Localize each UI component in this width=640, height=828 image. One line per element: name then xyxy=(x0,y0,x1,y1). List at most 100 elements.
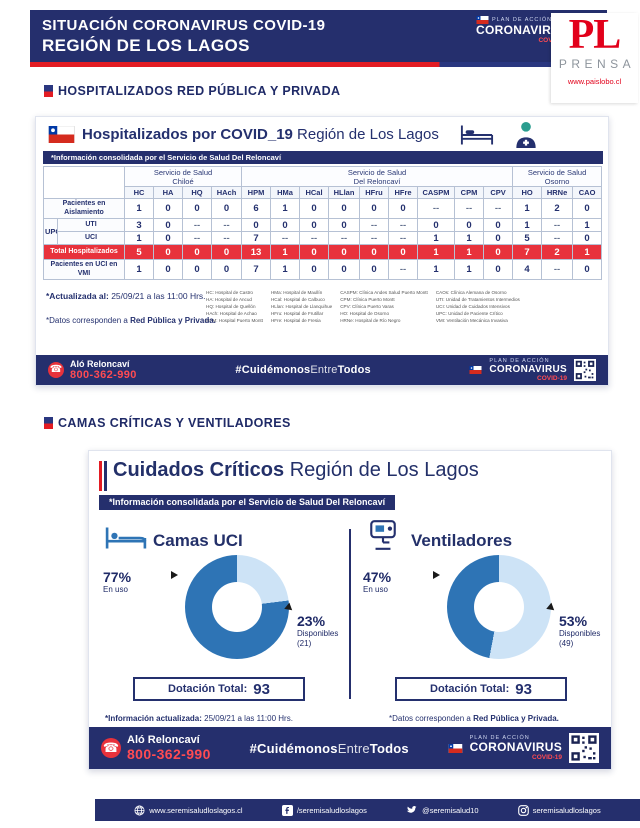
table-cell: 0 xyxy=(299,259,329,280)
table-cell: 0 xyxy=(270,218,300,232)
table-cell: 3 xyxy=(124,218,154,232)
chile-flag-icon xyxy=(48,126,75,143)
table-cell: 0 xyxy=(359,244,389,260)
card-title: Hospitalizados por COVID_19 Región de Lo… xyxy=(82,126,439,143)
table-cell: -- xyxy=(182,218,212,232)
globe-icon xyxy=(134,805,145,815)
section-flag-icon xyxy=(44,85,53,97)
twitter-icon xyxy=(407,806,418,813)
data-source-note: *Datos corresponden a Red Pública y Priv… xyxy=(46,316,216,325)
table-row: Total Hospitalizados 5 0 0 0 13 1 0 0 0 0 1 1 0 7 2 1 xyxy=(43,244,603,260)
plan-de-accion-logo: PLAN DE ACCIÓN CORONAVIRUS COVID-19 xyxy=(448,733,599,763)
accent-bar-red xyxy=(99,461,102,491)
facebook-link[interactable]: /seremisaludloslagos xyxy=(281,804,367,816)
table-cell: 0 xyxy=(572,198,603,219)
social-links-bar: www.seremisaludloslagos.cl /seremisaludl… xyxy=(95,799,640,821)
dotacion-total-box: Dotación Total: 93 xyxy=(133,677,305,701)
table-group-header-row: Servicio de Salud Chiloé Servicio de Salud… xyxy=(43,166,603,199)
table-column-header: CPV xyxy=(482,186,514,199)
table-cell: 0 xyxy=(328,244,360,260)
table-column-header: HAch xyxy=(211,186,242,199)
phone-block: Aló Reloncaví 800-362-990 xyxy=(48,359,137,381)
table-cell: -- xyxy=(211,231,242,245)
dotacion-total-box: Dotación Total: 93 xyxy=(395,677,567,701)
website-link[interactable]: www.seremisaludloslagos.cl xyxy=(134,805,243,816)
plan-label: PLAN DE ACCIÓN xyxy=(492,17,553,23)
table-cell: 1 xyxy=(124,259,154,280)
table-cell: 2 xyxy=(541,244,574,260)
table-column-header: HFru xyxy=(359,186,389,199)
facebook-icon xyxy=(281,804,293,816)
table-column-header: HFre xyxy=(388,186,418,199)
qr-code-icon xyxy=(573,359,596,381)
updated-note: *Actualizada al: 25/09/21 a las 11:00 Hr… xyxy=(46,291,206,301)
abbreviation-legend-column: CAOs: Clínica Alemana de Osorno UTI: Unid… xyxy=(435,290,520,324)
accent-bar-blue xyxy=(104,461,107,491)
table-row: Pacientes en Aislamiento 1 0 0 0 6 1 0 0 0 0 -- -- --… xyxy=(43,198,603,219)
table-column-header: HO xyxy=(512,186,543,199)
table-cell: -- xyxy=(299,231,329,245)
abbreviation-legend-column: HMa: Hospital de Maullín HCal: Hospital d… xyxy=(270,290,333,324)
table-cell: 1 xyxy=(454,231,484,245)
table-cell: 1 xyxy=(454,259,484,280)
qr-code-icon xyxy=(569,733,599,763)
table-cell: 0 xyxy=(482,244,514,260)
table-cell: 0 xyxy=(182,259,212,280)
table-cell: 1 xyxy=(512,218,543,232)
phone-number[interactable]: 800-362-990 xyxy=(127,746,211,762)
table-cell: 1 xyxy=(124,198,154,219)
table-cell: 1 xyxy=(512,198,543,219)
bed-icon xyxy=(105,527,147,549)
table-cell: 0 xyxy=(328,198,360,219)
hospital-bed-icon xyxy=(460,125,494,145)
phone-label: Aló Reloncaví xyxy=(127,734,200,746)
table-cell: 0 xyxy=(359,198,389,219)
table-cell: 0 xyxy=(211,244,242,260)
phone-label: Aló Reloncaví xyxy=(70,359,130,369)
table-cell: -- xyxy=(417,198,455,219)
table-column-header: HPM xyxy=(241,186,271,199)
table-cell: 0 xyxy=(182,198,212,219)
table-cell: -- xyxy=(388,259,418,280)
table-cell: 7 xyxy=(241,231,271,245)
table-cell: 0 xyxy=(211,198,242,219)
table-cell: 1 xyxy=(417,244,455,260)
available-label: Disponibles xyxy=(297,629,339,638)
table-cell: 7 xyxy=(241,259,271,280)
available-count: (21) xyxy=(297,639,312,648)
updated-note: *Información actualizada: 25/09/21 a las… xyxy=(105,714,293,723)
table-cell: 0 xyxy=(482,218,514,232)
abbreviation-legend-column: HC: Hospital de Castro HA: Hospital de An… xyxy=(206,290,263,324)
chile-flag-icon xyxy=(476,16,489,24)
card-title-bold: Hospitalizados por COVID_19 xyxy=(82,126,293,143)
table-cell: 0 xyxy=(417,218,455,232)
table-column-header: CAO xyxy=(572,186,603,199)
medic-icon xyxy=(516,121,536,148)
pointer-arrow xyxy=(433,571,440,579)
instagram-link[interactable]: seremisaludloslagos xyxy=(517,804,601,816)
table-cell: -- xyxy=(359,218,389,232)
row-label: UTI xyxy=(57,218,125,232)
table-cell: 1 xyxy=(270,244,300,260)
section-heading-camas-criticas: CAMAS CRÍTICAS Y VENTILADORES xyxy=(58,416,291,430)
twitter-link[interactable]: @seremisalud10 xyxy=(406,805,479,815)
plan-de-accion-logo: PLAN DE ACCIÓN CORONAVIRUS COVID-19 xyxy=(469,358,596,382)
table-cell: -- xyxy=(328,231,360,245)
row-label: Pacientes en Aislamiento xyxy=(43,198,125,219)
table-cell: 2 xyxy=(541,198,574,219)
section-heading-hospitalizados: HOSPITALIZADOS RED PÚBLICA Y PRIVADA xyxy=(58,84,341,98)
table-cell: 0 xyxy=(328,259,360,280)
abbreviation-legend: HC: Hospital de Castro HA: Hospital de An… xyxy=(206,289,520,325)
table-cell: 0 xyxy=(299,198,329,219)
table-cell: 6 xyxy=(241,198,271,219)
campaign-hashtag: #CuidémonosEntreTodos xyxy=(249,740,409,756)
table-group-header: Servicio de Salud Chiloé xyxy=(124,166,242,187)
phone-number[interactable]: 800-362-990 xyxy=(70,369,137,381)
table-cell: 0 xyxy=(388,244,418,260)
table-cell: 0 xyxy=(299,244,329,260)
table-cell: 0 xyxy=(328,218,360,232)
table-cell: 0 xyxy=(482,259,514,280)
table-column-header: HMa xyxy=(270,186,300,199)
header-title-line1: SITUACIÓN CORONAVIRUS COVID-19 xyxy=(42,17,326,34)
table-cell: 0 xyxy=(153,198,183,219)
